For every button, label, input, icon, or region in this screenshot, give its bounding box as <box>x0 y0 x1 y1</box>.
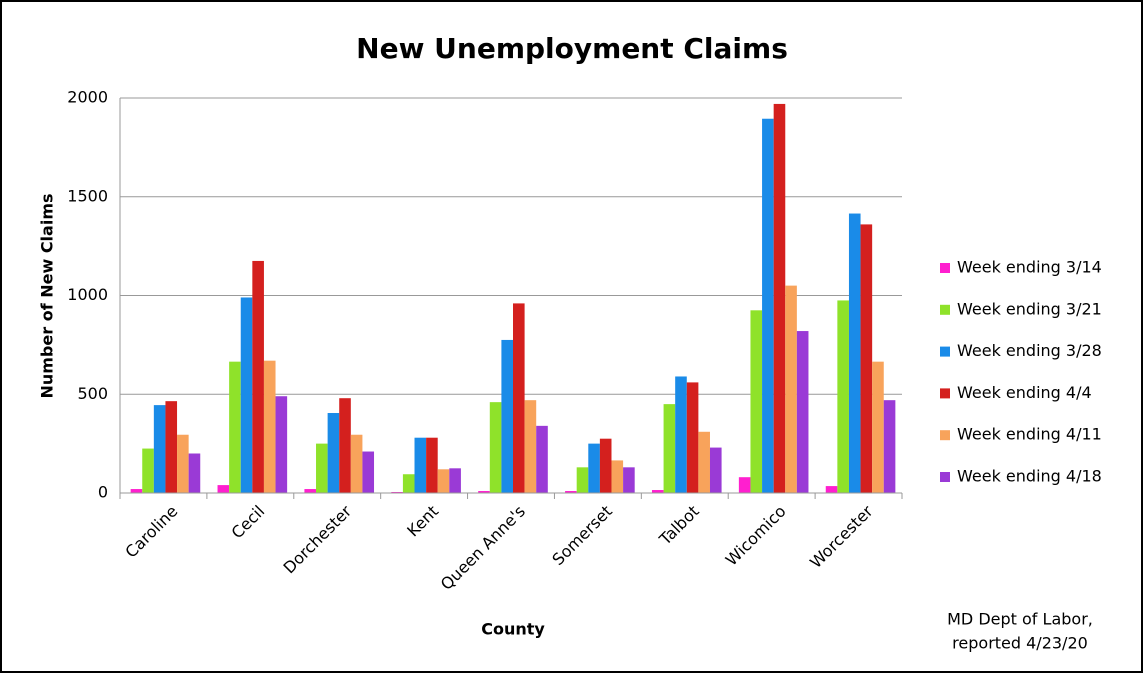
bar <box>188 453 201 493</box>
legend-swatch <box>940 304 950 315</box>
legend-label: Week ending 3/14 <box>957 258 1102 277</box>
bar <box>229 361 241 493</box>
y-axis-label: Number of New Claims <box>38 193 57 398</box>
bar <box>240 297 253 493</box>
legend-label: Week ending 3/21 <box>957 299 1102 318</box>
bar <box>449 468 461 493</box>
legend-label: Week ending 3/28 <box>957 341 1102 360</box>
y-tick-label: 500 <box>77 384 108 403</box>
y-tick-label: 1000 <box>67 285 108 304</box>
y-tick-label: 0 <box>98 483 108 502</box>
bar <box>327 413 340 493</box>
legend-swatch <box>940 472 950 482</box>
x-axis-label: County <box>481 620 545 639</box>
bar <box>501 339 513 493</box>
source-note: MD Dept of Labor, <box>947 610 1093 629</box>
bar <box>675 376 687 493</box>
bar <box>304 489 317 493</box>
bar <box>177 434 189 493</box>
bar <box>402 474 415 493</box>
bar <box>698 431 710 493</box>
bar <box>414 437 427 493</box>
bar <box>686 382 699 493</box>
y-tick-label: 1500 <box>67 186 108 205</box>
bar <box>785 285 797 493</box>
bar <box>738 477 751 493</box>
bar <box>576 467 589 493</box>
y-tick-label: 2000 <box>67 88 108 107</box>
bar <box>316 443 328 493</box>
bar <box>872 361 884 493</box>
bar <box>165 401 178 493</box>
bar <box>536 425 548 493</box>
bar <box>837 300 849 493</box>
bar <box>437 469 450 493</box>
chart-title: New Unemployment Claims <box>356 32 788 65</box>
bar <box>513 303 525 493</box>
bar <box>750 310 763 493</box>
bar <box>796 331 809 493</box>
bar <box>588 443 600 493</box>
bar <box>153 405 166 493</box>
bar <box>263 360 276 493</box>
bar <box>489 402 502 493</box>
legend-swatch <box>940 263 950 273</box>
bar <box>130 489 143 493</box>
legend-swatch <box>940 430 950 441</box>
bar <box>651 490 664 493</box>
legend-label: Week ending 4/4 <box>957 383 1092 402</box>
bar <box>142 448 154 493</box>
bar <box>217 485 230 493</box>
bar <box>623 467 635 493</box>
bar <box>275 396 288 493</box>
bar <box>599 438 612 493</box>
bar <box>663 404 676 493</box>
bar <box>883 400 896 493</box>
bar <box>709 447 722 493</box>
bar <box>524 400 537 493</box>
legend-label: Week ending 4/11 <box>957 425 1102 444</box>
legend-swatch <box>940 388 950 399</box>
bar <box>825 486 838 493</box>
bar <box>362 451 375 493</box>
source-note: reported 4/23/20 <box>952 634 1088 653</box>
bar <box>773 103 786 494</box>
bar <box>762 118 774 494</box>
legend-label: Week ending 4/18 <box>957 467 1102 486</box>
bar <box>611 460 624 493</box>
bar <box>478 491 490 493</box>
bar <box>860 224 873 493</box>
legend-swatch <box>940 346 950 357</box>
bar <box>350 434 363 493</box>
bar <box>339 398 351 493</box>
bar <box>426 437 438 493</box>
bar <box>565 491 577 493</box>
bar <box>252 260 264 493</box>
bar <box>848 213 861 493</box>
